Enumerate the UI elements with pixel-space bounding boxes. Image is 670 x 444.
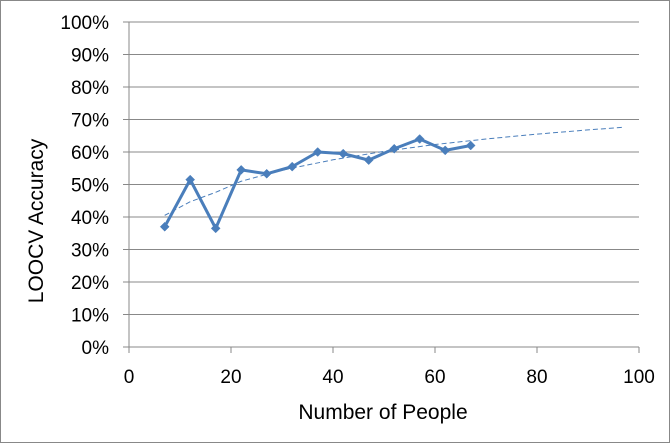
- axes: [123, 21, 640, 353]
- y-tick-label: 30%: [71, 241, 109, 262]
- series-group: [159, 134, 476, 234]
- data-point-marker: [287, 161, 298, 172]
- data-point-marker: [363, 155, 374, 165]
- trendline: [164, 126, 624, 216]
- data-point-marker: [440, 145, 451, 156]
- y-tick-label: 0%: [82, 338, 110, 359]
- y-tick-label: 100%: [60, 13, 109, 34]
- data-point-marker: [236, 165, 247, 175]
- trendline-group: [164, 126, 624, 216]
- x-tick-label: 0: [124, 367, 135, 388]
- x-tick-label: 60: [424, 367, 445, 388]
- data-point-marker: [312, 147, 323, 157]
- y-tick-label: 80%: [71, 78, 109, 99]
- y-tick-label: 20%: [71, 273, 109, 294]
- y-tick-label: 50%: [71, 176, 109, 197]
- y-tick-label: 40%: [71, 208, 109, 229]
- y-tick-label: 60%: [71, 143, 109, 164]
- data-point-marker: [389, 143, 400, 154]
- x-axis-title: Number of People: [298, 401, 467, 424]
- data-point-marker: [414, 134, 425, 144]
- y-tick-label: 10%: [71, 306, 109, 327]
- x-tick-label: 100: [623, 367, 655, 388]
- y-tick-label: 90%: [71, 46, 109, 67]
- data-point-marker: [210, 223, 221, 234]
- tick-labels: 0% 10% 20% 30% 40% 50% 60% 70% 80% 90% 100% 0 20 40 60…: [60, 13, 654, 388]
- x-tick-label: 20: [220, 367, 241, 388]
- gridlines: [129, 21, 639, 315]
- data-point-marker: [159, 221, 170, 232]
- data-point-marker: [261, 168, 272, 179]
- x-tick-label: 80: [526, 367, 547, 388]
- data-point-marker: [338, 148, 349, 159]
- data-point-marker: [185, 174, 196, 185]
- data-point-marker: [465, 140, 476, 151]
- y-tick-label: 70%: [71, 111, 109, 132]
- x-tick-label: 40: [322, 367, 343, 388]
- y-axis-title: LOOCV Accuracy: [25, 138, 48, 303]
